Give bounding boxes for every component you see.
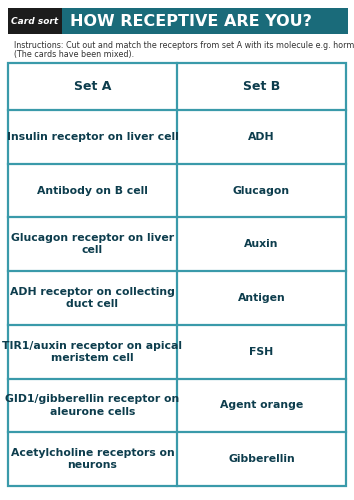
Text: Glucagon: Glucagon bbox=[233, 186, 290, 196]
Text: Glucagon receptor on liver
cell: Glucagon receptor on liver cell bbox=[11, 233, 174, 256]
Bar bbox=[8, 63, 346, 486]
Text: Antibody on B cell: Antibody on B cell bbox=[37, 186, 148, 196]
Text: TIR1/auxin receptor on apical
meristem cell: TIR1/auxin receptor on apical meristem c… bbox=[2, 340, 183, 363]
Text: Instructions: Cut out and match the receptors from set A with its molecule e.g. : Instructions: Cut out and match the rece… bbox=[14, 41, 354, 50]
Text: Set A: Set A bbox=[74, 80, 111, 93]
Text: (The cards have been mixed).: (The cards have been mixed). bbox=[14, 50, 134, 59]
Bar bbox=[8, 8, 62, 34]
Text: ADH receptor on collecting
duct cell: ADH receptor on collecting duct cell bbox=[10, 287, 175, 309]
Text: Gibberellin: Gibberellin bbox=[228, 454, 295, 464]
Text: Card sort: Card sort bbox=[11, 16, 58, 26]
Text: HOW RECEPTIVE ARE YOU?: HOW RECEPTIVE ARE YOU? bbox=[70, 14, 312, 28]
Text: Set B: Set B bbox=[243, 80, 280, 93]
Text: Acetylcholine receptors on
neurons: Acetylcholine receptors on neurons bbox=[11, 448, 175, 470]
Text: ADH: ADH bbox=[248, 132, 275, 142]
Text: FSH: FSH bbox=[249, 346, 274, 356]
Bar bbox=[62, 8, 348, 34]
Text: Agent orange: Agent orange bbox=[220, 400, 303, 410]
Text: Auxin: Auxin bbox=[244, 240, 279, 250]
Text: Antigen: Antigen bbox=[238, 293, 285, 303]
Text: Insulin receptor on liver cell: Insulin receptor on liver cell bbox=[7, 132, 178, 142]
Text: GID1/gibberellin receptor on
aleurone cells: GID1/gibberellin receptor on aleurone ce… bbox=[5, 394, 179, 416]
